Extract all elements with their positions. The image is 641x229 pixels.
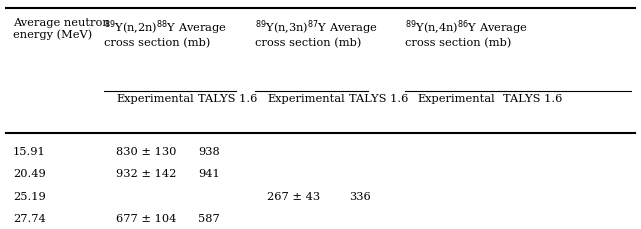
Text: 677 ± 104: 677 ± 104	[117, 213, 177, 223]
Text: 830 ± 130: 830 ± 130	[117, 146, 177, 156]
Text: TALYS 1.6: TALYS 1.6	[349, 93, 408, 103]
Text: $^{89}$Y(n,4n)$^{86}$Y Average
cross section (mb): $^{89}$Y(n,4n)$^{86}$Y Average cross sec…	[405, 18, 528, 49]
Text: 15.91: 15.91	[13, 146, 46, 156]
Text: $^{89}$Y(n,2n)$^{88}$Y Average
cross section (mb): $^{89}$Y(n,2n)$^{88}$Y Average cross sec…	[104, 18, 227, 49]
Text: 938: 938	[198, 146, 220, 156]
Text: 336: 336	[349, 191, 370, 201]
Text: TALYS 1.6: TALYS 1.6	[503, 93, 562, 103]
Text: 25.19: 25.19	[13, 191, 46, 201]
Text: 932 ± 142: 932 ± 142	[117, 168, 177, 178]
Text: Experimental: Experimental	[267, 93, 345, 103]
Text: 941: 941	[198, 168, 220, 178]
Text: Average neutron
energy (MeV): Average neutron energy (MeV)	[13, 18, 110, 40]
Text: TALYS 1.6: TALYS 1.6	[198, 93, 258, 103]
Text: Experimental: Experimental	[117, 93, 194, 103]
Text: 27.74: 27.74	[13, 213, 46, 223]
Text: 20.49: 20.49	[13, 168, 46, 178]
Text: $^{89}$Y(n,3n)$^{87}$Y Average
cross section (mb): $^{89}$Y(n,3n)$^{87}$Y Average cross sec…	[254, 18, 378, 49]
Text: 587: 587	[198, 213, 220, 223]
Text: Experimental: Experimental	[418, 93, 495, 103]
Text: 267 ± 43: 267 ± 43	[267, 191, 320, 201]
